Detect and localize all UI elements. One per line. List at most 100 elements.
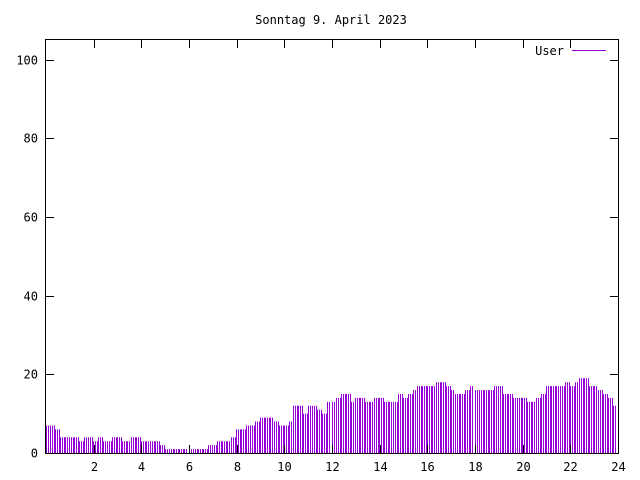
bar: [432, 386, 435, 453]
bar: [222, 441, 227, 453]
chart-title: Sonntag 9. April 2023: [255, 13, 407, 27]
plot-border: [45, 39, 619, 454]
bar: [217, 441, 222, 453]
bar: [470, 386, 473, 453]
y-tick-label: 60: [24, 211, 38, 225]
bar: [608, 397, 613, 453]
y-tick-label: 0: [31, 447, 38, 461]
bar: [136, 437, 141, 453]
bar: [107, 441, 112, 453]
bar: [379, 397, 384, 453]
x-tick-label: 14: [373, 460, 387, 474]
bar: [270, 417, 273, 453]
bar: [560, 386, 565, 453]
x-tick-label: 4: [138, 460, 145, 474]
bar: [460, 394, 465, 453]
bar: [69, 437, 74, 453]
bar: [112, 437, 117, 453]
bar: [155, 441, 160, 453]
bar: [74, 437, 79, 453]
bar: [494, 386, 497, 453]
bar: [303, 413, 308, 453]
bar: [50, 425, 55, 453]
bar: [255, 421, 260, 453]
bar: [93, 441, 98, 453]
bar: [517, 397, 522, 453]
bar: [613, 405, 616, 453]
bar: [298, 405, 303, 453]
bar: [212, 445, 217, 453]
bar: [236, 429, 241, 453]
bar: [441, 382, 446, 453]
bar: [46, 425, 49, 453]
bar: [227, 441, 230, 453]
bars-group: [46, 378, 616, 453]
y-tick-label: 20: [24, 368, 38, 382]
bar: [427, 386, 432, 453]
bar: [293, 405, 298, 453]
bar: [165, 449, 168, 453]
bar: [436, 382, 441, 453]
bar: [455, 394, 460, 453]
bar: [84, 437, 87, 453]
bar: [60, 437, 65, 453]
bar: [250, 425, 255, 453]
bar: [131, 437, 136, 453]
bar: [150, 441, 155, 453]
bar: [246, 425, 249, 453]
bar: [174, 449, 179, 453]
bar: [565, 382, 570, 453]
bar: [408, 394, 413, 453]
bar: [475, 390, 478, 453]
bar: [451, 390, 454, 453]
bar: [584, 378, 589, 453]
bar: [327, 401, 330, 453]
bar: [522, 397, 527, 453]
bar: [503, 394, 508, 453]
x-tick-label: 10: [277, 460, 291, 474]
bar: [417, 386, 422, 453]
bar: [79, 441, 84, 453]
bar: [551, 386, 556, 453]
bar: [422, 386, 427, 453]
bar: [579, 378, 584, 453]
legend-label: User: [535, 44, 564, 58]
bar: [374, 397, 379, 453]
bar: [169, 449, 174, 453]
x-tick-label: 24: [611, 460, 625, 474]
bar: [203, 449, 208, 453]
bar: [351, 401, 354, 453]
bar: [532, 401, 535, 453]
bar: [55, 429, 60, 453]
bar: [332, 401, 335, 453]
bar: [479, 390, 484, 453]
bar: [103, 441, 106, 453]
y-tick-label: 40: [24, 290, 38, 304]
bar: [556, 386, 559, 453]
x-tick-label: 16: [420, 460, 434, 474]
x-tick-label: 8: [234, 460, 241, 474]
bar: [141, 441, 146, 453]
bar: [336, 397, 341, 453]
bar: [322, 413, 327, 453]
bar: [65, 437, 68, 453]
bar: [365, 401, 370, 453]
bar: [398, 394, 403, 453]
bar: [527, 401, 532, 453]
bar: [274, 421, 279, 453]
bar: [341, 394, 346, 453]
bar: [312, 405, 317, 453]
x-tick-label: 22: [563, 460, 577, 474]
bar: [241, 429, 246, 453]
bar: [127, 441, 130, 453]
x-tick-label: 20: [516, 460, 530, 474]
bar: [346, 394, 351, 453]
bar: [594, 386, 597, 453]
bar: [393, 401, 398, 453]
bar: [465, 390, 470, 453]
bar: [541, 394, 546, 453]
bar: [570, 386, 575, 453]
bar: [208, 445, 211, 453]
x-tick-label: 2: [91, 460, 98, 474]
